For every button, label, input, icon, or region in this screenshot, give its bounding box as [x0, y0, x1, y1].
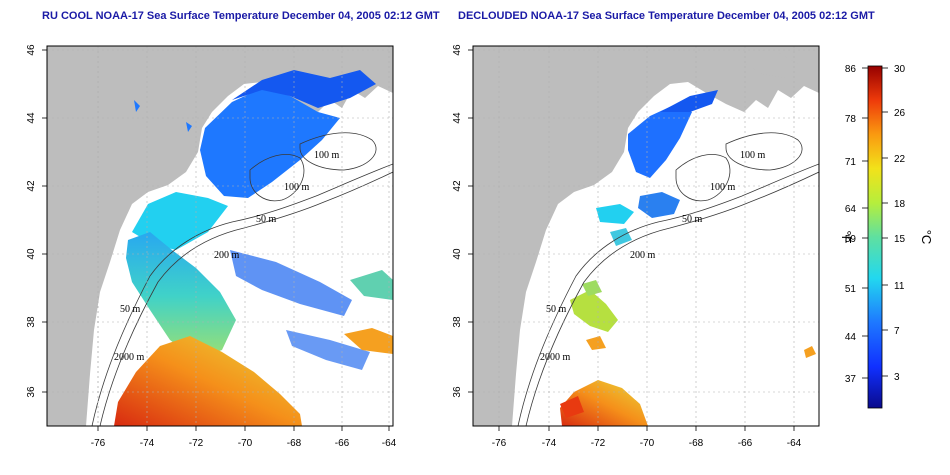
- y-tick-label: 44: [26, 112, 37, 124]
- sst-data-left: [114, 70, 393, 426]
- y-tick-label: 38: [26, 316, 37, 328]
- x-tick-label: -68: [287, 438, 302, 449]
- contour-label: 100 m: [710, 182, 736, 193]
- y-tick-label: 40: [26, 248, 37, 260]
- colorbar-fahrenheit-tick: 71: [845, 157, 857, 168]
- colorbar-gradient: [867, 65, 883, 409]
- contour-label: 50 m: [682, 214, 703, 225]
- contour-label: 100 m: [314, 150, 340, 161]
- x-tick-label: -70: [238, 438, 253, 449]
- contour-label: 50 m: [120, 304, 141, 315]
- right-map-frame: [472, 45, 820, 427]
- y-tick-label: 36: [452, 386, 463, 398]
- celsius-scale: 30 26 22 18 15 11 7 3: [882, 64, 906, 383]
- grid-dynamic-right: [468, 46, 819, 431]
- x-tick-label: -74: [140, 438, 155, 449]
- colorbar-celsius-tick: 22: [894, 154, 906, 165]
- contour-label: 50 m: [256, 214, 277, 225]
- contour-label: 50 m: [546, 304, 567, 315]
- contour-label: 200 m: [630, 250, 656, 261]
- x-tick-label: -68: [689, 438, 704, 449]
- colorbar-celsius-tick: 11: [894, 281, 905, 292]
- x-tick-label: -64: [787, 438, 802, 449]
- right-map-panel: 100 m 100 m 50 m 200 m 50 m 2000 m -76 -…: [452, 44, 820, 449]
- land-mass: [473, 46, 819, 426]
- x-tick-label: -66: [335, 438, 350, 449]
- x-tick-label: -72: [591, 438, 606, 449]
- x-tick-label: -76: [91, 438, 106, 449]
- y-tick-label: 38: [452, 316, 463, 328]
- fahrenheit-scale: 86 78 71 64 59 51 44 37: [845, 64, 868, 385]
- y-tick-label: 46: [452, 44, 463, 56]
- left-axes: -76 -74 -72 -70 -68 -66 -64 46 44 42 40 …: [26, 44, 397, 449]
- y-tick-label: 42: [26, 180, 37, 192]
- y-tick-label: 44: [452, 112, 463, 124]
- y-tick-label: 42: [452, 180, 463, 192]
- colorbar-fahrenheit-tick: 86: [845, 64, 857, 75]
- celsius-unit-label: °C: [919, 230, 934, 245]
- colorbar-fahrenheit-tick: 37: [845, 374, 857, 385]
- contour-label: 2000 m: [540, 352, 571, 363]
- colorbar-fahrenheit-tick: 59: [845, 234, 857, 245]
- sst-data-right: [560, 90, 816, 426]
- colorbar-celsius-tick: 7: [894, 326, 900, 337]
- right-map-title: DECLOUDED NOAA-17 Sea Surface Temperatur…: [458, 10, 875, 22]
- x-tick-label: -72: [189, 438, 204, 449]
- colorbar-celsius-tick: 3: [894, 372, 900, 383]
- colorbar-celsius-tick: 15: [894, 234, 906, 245]
- land-islands: [744, 50, 798, 78]
- x-tick-label: -64: [382, 438, 397, 449]
- y-tick-label: 46: [26, 44, 37, 56]
- contour-label: 200 m: [214, 250, 240, 261]
- x-tick-label: -70: [640, 438, 655, 449]
- left-map-title: RU COOL NOAA-17 Sea Surface Temperature …: [42, 10, 440, 22]
- grid-dynamic-left: [42, 46, 393, 431]
- bathymetry-contours-left: [91, 132, 393, 426]
- y-tick-label: 40: [452, 248, 463, 260]
- contour-label: 100 m: [284, 182, 310, 193]
- y-tick-label: 36: [26, 386, 37, 398]
- x-tick-label: -66: [738, 438, 753, 449]
- contour-label: 2000 m: [114, 352, 145, 363]
- colorbar-celsius-tick: 18: [894, 199, 906, 210]
- contour-label: 100 m: [740, 150, 766, 161]
- colorbar-fahrenheit-tick: 64: [845, 204, 857, 215]
- colorbar-fahrenheit-tick: 78: [845, 114, 857, 125]
- left-map-panel: 100 m 100 m 50 m 200 m 50 m 2000 m -76 -…: [26, 44, 397, 449]
- colorbar-fahrenheit-tick: 44: [845, 332, 857, 343]
- temperature-colorbar: 86 78 71 64 59 51 44 37 30 26 22 18 15 11 7 3 °F °C: [839, 64, 934, 409]
- right-axes: -76 -74 -72 -70 -68 -66 -64 46 44 42 40 …: [452, 44, 802, 449]
- x-tick-label: -76: [492, 438, 507, 449]
- land-mass: [47, 46, 393, 426]
- colorbar-celsius-tick: 30: [894, 64, 906, 75]
- fahrenheit-unit-label: °F: [839, 230, 854, 243]
- x-tick-label: -74: [542, 438, 557, 449]
- left-map-frame: [46, 45, 394, 427]
- colorbar-celsius-tick: 26: [894, 108, 906, 119]
- colorbar-fahrenheit-tick: 51: [845, 284, 857, 295]
